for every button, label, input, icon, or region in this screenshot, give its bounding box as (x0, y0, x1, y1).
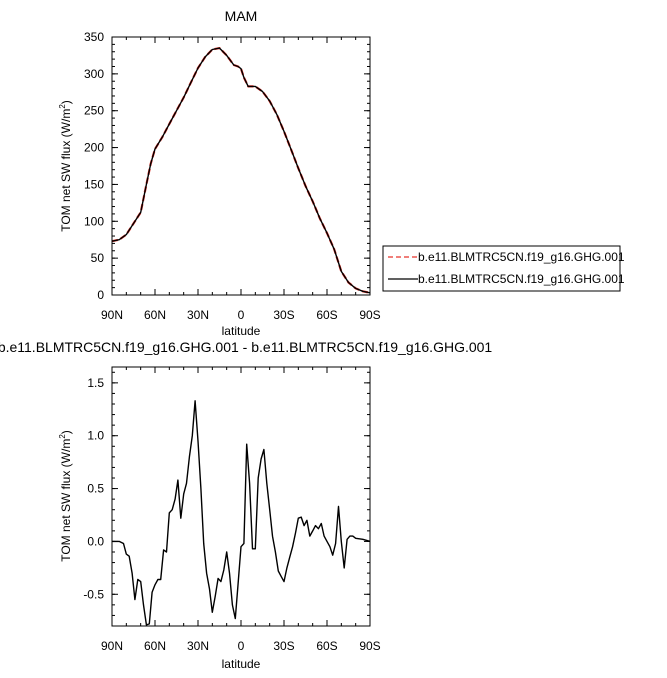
bottom-series-line-1 (112, 400, 370, 626)
bottom-chart-title: b.e11.BLMTRC5CN.f19_g16.GHG.001 - b.e11.… (0, 339, 492, 355)
top-y-tick-label: 200 (84, 141, 104, 155)
legend-label-series-2: b.e11.BLMTRC5CN.f19_g16.GHG.001 (418, 272, 625, 286)
top-y-tick-label: 350 (84, 30, 104, 44)
bottom-x-tick-label: 30N (187, 639, 209, 653)
bottom-x-tick-label: 0 (238, 639, 245, 653)
top-chart-axes: 90N 60N 30N 0 30S 60S 90S 0 50 100 150 200 250 300 350 (84, 30, 381, 322)
bottom-x-tick-label: 30S (273, 639, 294, 653)
top-y-tick-label: 150 (84, 177, 104, 191)
top-y-tick-label: 100 (84, 214, 104, 228)
bottom-x-tick-label: 90N (101, 639, 123, 653)
legend-label-series-1: b.e11.BLMTRC5CN.f19_g16.GHG.001 (418, 250, 625, 264)
bottom-y-tick-label: 1.0 (87, 429, 104, 443)
bottom-chart-lines (112, 400, 370, 626)
bottom-x-tick-label: 60S (316, 639, 337, 653)
bottom-x-tick-label: 60N (144, 639, 166, 653)
top-series-line-1 (112, 46, 370, 294)
bottom-x-tick-label: 90S (359, 639, 380, 653)
top-chart-title: MAM (225, 8, 258, 24)
bottom-x-axis-label: latitude (222, 657, 261, 671)
bottom-panel: b.e11.BLMTRC5CN.f19_g16.GHG.001 - b.e11.… (0, 339, 492, 671)
bottom-plot-frame (111, 366, 371, 627)
top-x-tick-label: 90S (359, 308, 380, 322)
top-chart-lines (112, 46, 370, 294)
top-series-line-2 (112, 47, 370, 294)
top-x-axis-label: latitude (222, 324, 261, 338)
top-y-tick-label: 250 (84, 104, 104, 118)
top-y-axis-label: TOM net SW flux (W/m2) (58, 100, 73, 232)
bottom-y-axis-label: TOM net SW flux (W/m2) (58, 430, 73, 562)
bottom-y-tick-label: 1.5 (87, 376, 104, 390)
top-y-tick-label: 50 (91, 251, 105, 265)
bottom-y-tick-label: 0.5 (87, 482, 104, 496)
top-x-tick-label: 60S (316, 308, 337, 322)
top-y-tick-label: 300 (84, 67, 104, 81)
top-y-tick-label: 0 (97, 288, 104, 302)
top-x-tick-label: 30S (273, 308, 294, 322)
top-x-tick-label: 90N (101, 308, 123, 322)
top-panel: MAM 90N 60N 30N 0 30S 60S 90S 0 50 100 150 200 250 30… (58, 8, 625, 338)
top-x-tick-label: 30N (187, 308, 209, 322)
legend: b.e11.BLMTRC5CN.f19_g16.GHG.001 b.e11.BL… (382, 245, 625, 292)
bottom-y-tick-label: -0.5 (83, 587, 104, 601)
legend-box (382, 245, 621, 292)
top-x-tick-label: 60N (144, 308, 166, 322)
top-x-tick-label: 0 (238, 308, 245, 322)
bottom-chart-axes: 90N 60N 30N 0 30S 60S 90S -0.5 0.0 0.5 1.0 1.5 (83, 367, 381, 653)
bottom-y-tick-label: 0.0 (87, 534, 104, 548)
